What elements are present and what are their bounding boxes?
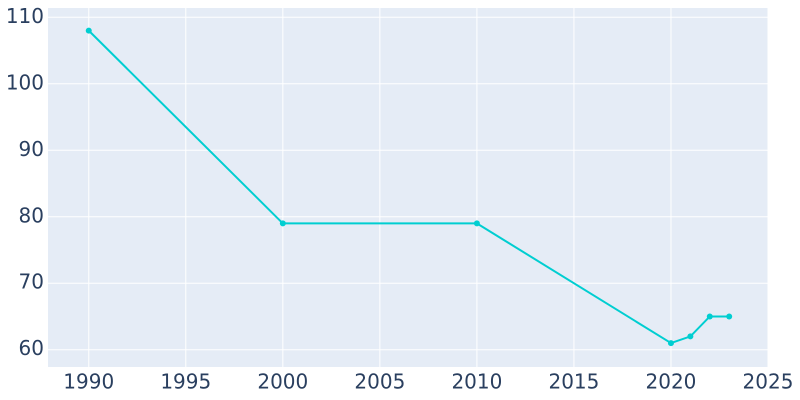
x-tick-label: 1995	[160, 370, 211, 394]
x-tick-label: 1990	[63, 370, 114, 394]
x-tick-label: 2020	[646, 370, 697, 394]
data-point	[473, 220, 480, 227]
y-tick-label: 110	[6, 4, 44, 28]
plot-area	[48, 8, 768, 367]
y-tick-label: 70	[19, 270, 44, 294]
x-tick-label: 2025	[743, 370, 794, 394]
data-point	[667, 340, 674, 347]
x-tick-label: 2010	[451, 370, 502, 394]
x-tick-label: 2005	[354, 370, 405, 394]
data-point	[85, 27, 92, 34]
y-tick-label: 100	[6, 70, 44, 94]
data-point	[726, 313, 733, 320]
data-point	[706, 313, 713, 320]
y-tick-label: 80	[19, 203, 44, 227]
data-point	[279, 220, 286, 227]
x-tick-label: 2000	[257, 370, 308, 394]
data-point	[687, 333, 694, 340]
y-tick-label: 60	[19, 336, 44, 360]
y-tick-label: 90	[19, 137, 44, 161]
x-tick-label: 2015	[548, 370, 599, 394]
